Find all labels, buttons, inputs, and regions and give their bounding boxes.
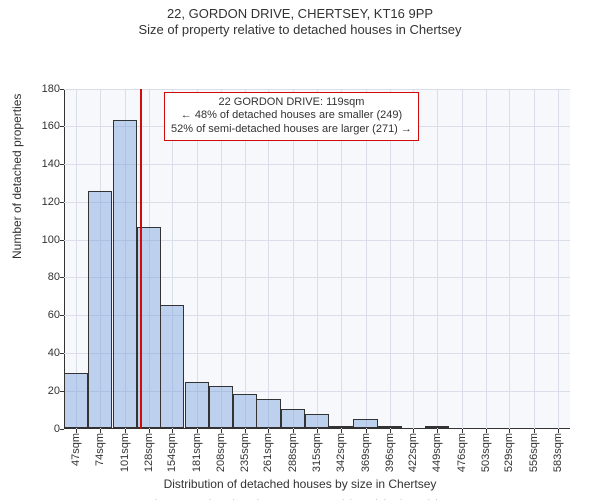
xtick-mark (558, 429, 559, 433)
ytick-mark (60, 164, 64, 165)
xtick-label: 288sqm (287, 433, 299, 472)
xtick-mark (437, 429, 438, 433)
ytick-label: 60 (24, 309, 60, 321)
xtick-label: 181sqm (191, 433, 203, 472)
gridline-v (509, 89, 510, 429)
xtick-mark (76, 429, 77, 433)
xtick-label: 74sqm (94, 433, 106, 466)
ytick-mark (60, 89, 64, 90)
ytick-label: 80 (24, 271, 60, 283)
callout-line-3: 52% of semi-detached houses are larger (… (171, 123, 412, 137)
xtick-mark (509, 429, 510, 433)
y-axis-label: Number of detached properties (10, 93, 24, 258)
ytick-label: 0 (24, 423, 60, 435)
histogram-bar (378, 426, 402, 428)
histogram-bar (160, 305, 184, 428)
ytick-mark (60, 315, 64, 316)
xtick-label: 503sqm (480, 433, 492, 472)
callout-line-2: ← 48% of detached houses are smaller (24… (171, 109, 412, 123)
callout-line-1: 22 GORDON DRIVE: 119sqm (171, 96, 412, 110)
xtick-label: 342sqm (335, 433, 347, 472)
xtick-mark (125, 429, 126, 433)
xtick-label: 154sqm (166, 433, 178, 472)
xtick-mark (172, 429, 173, 433)
ytick-label: 20 (24, 385, 60, 397)
xtick-label: 449sqm (431, 433, 443, 472)
histogram-bar (233, 394, 257, 428)
xtick-label: 529sqm (503, 433, 515, 472)
ytick-label: 180 (24, 83, 60, 95)
gridline-v (558, 89, 559, 429)
histogram-bar (305, 414, 329, 427)
ytick-label: 140 (24, 158, 60, 170)
histogram-bar (113, 120, 137, 428)
histogram-bar (425, 426, 449, 428)
xtick-label: 396sqm (384, 433, 396, 472)
xtick-mark (486, 429, 487, 433)
ytick-mark (60, 277, 64, 278)
xtick-label: 128sqm (143, 433, 155, 472)
gridline-v (486, 89, 487, 429)
xtick-mark (149, 429, 150, 433)
gridline-v (462, 89, 463, 429)
xtick-label: 369sqm (360, 433, 372, 472)
histogram-bar (353, 419, 377, 428)
xtick-label: 583sqm (552, 433, 564, 472)
xtick-mark (534, 429, 535, 433)
xtick-mark (341, 429, 342, 433)
xtick-mark (197, 429, 198, 433)
xtick-mark (221, 429, 222, 433)
xtick-mark (413, 429, 414, 433)
xtick-label: 476sqm (456, 433, 468, 472)
ytick-mark (60, 202, 64, 203)
xtick-label: 422sqm (407, 433, 419, 472)
ytick-mark (60, 429, 64, 430)
histogram-bar (209, 386, 233, 428)
xtick-mark (390, 429, 391, 433)
xtick-mark (268, 429, 269, 433)
reference-line (140, 89, 142, 429)
callout-box: 22 GORDON DRIVE: 119sqm← 48% of detached… (164, 92, 419, 141)
x-axis-label: Distribution of detached houses by size … (0, 477, 600, 491)
xtick-label: 315sqm (311, 433, 323, 472)
ytick-mark (60, 126, 64, 127)
gridline-v (437, 89, 438, 429)
xtick-label: 261sqm (262, 433, 274, 472)
histogram-bar (256, 399, 280, 427)
xtick-label: 47sqm (70, 433, 82, 466)
xtick-label: 101sqm (119, 433, 131, 472)
ytick-label: 120 (24, 196, 60, 208)
histogram-bar (185, 382, 209, 427)
histogram-bar (329, 426, 353, 428)
ytick-label: 100 (24, 234, 60, 246)
xtick-mark (317, 429, 318, 433)
xtick-label: 556sqm (528, 433, 540, 472)
xtick-label: 208sqm (215, 433, 227, 472)
ytick-mark (60, 353, 64, 354)
xtick-mark (366, 429, 367, 433)
xtick-mark (100, 429, 101, 433)
histogram-bar (281, 409, 305, 428)
page-title: 22, GORDON DRIVE, CHERTSEY, KT16 9PP (0, 6, 600, 22)
ytick-mark (60, 240, 64, 241)
xtick-mark (245, 429, 246, 433)
xtick-mark (462, 429, 463, 433)
histogram-bar (88, 191, 112, 427)
xtick-label: 235sqm (239, 433, 251, 472)
histogram-bar (64, 373, 88, 428)
plot-area: 22 GORDON DRIVE: 119sqm← 48% of detached… (64, 89, 570, 429)
xtick-mark (293, 429, 294, 433)
ytick-label: 40 (24, 347, 60, 359)
gridline-v (534, 89, 535, 429)
chart-subtitle: Size of property relative to detached ho… (0, 22, 600, 38)
ytick-label: 160 (24, 120, 60, 132)
